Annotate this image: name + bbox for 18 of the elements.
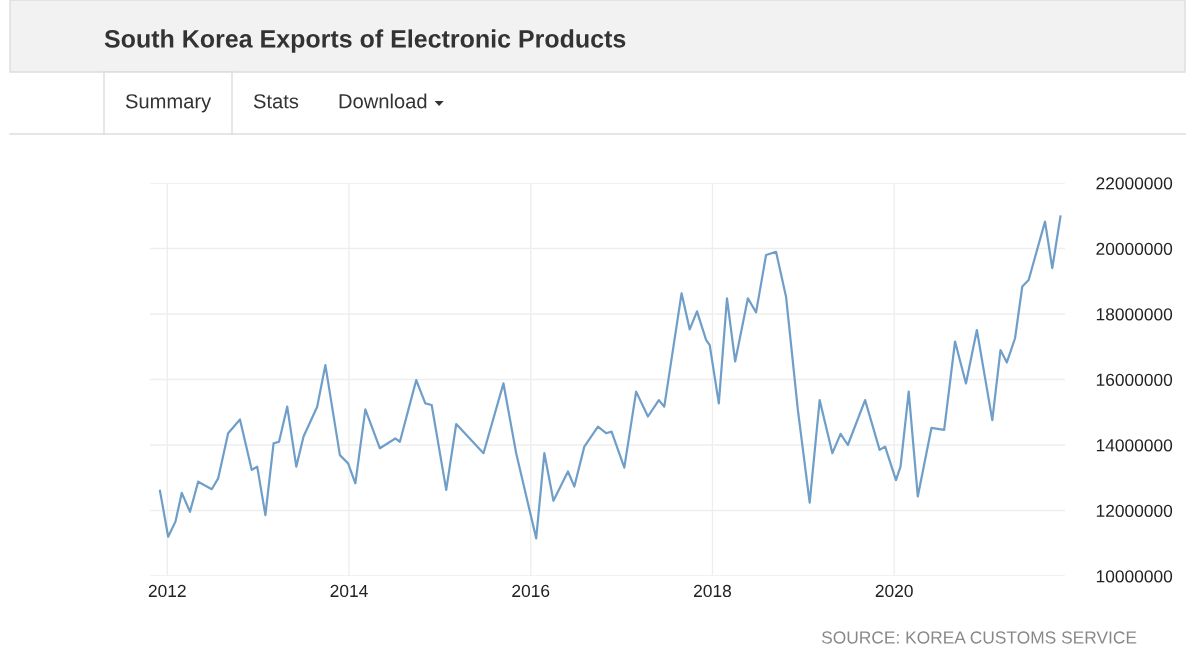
y-tick-label: 12000000 bbox=[1096, 504, 1173, 517]
y-tick-label: 10000000 bbox=[1096, 570, 1173, 583]
x-tick-label: 2012 bbox=[148, 584, 186, 598]
x-tick-label: 2020 bbox=[875, 584, 913, 598]
x-tick-label: 2014 bbox=[330, 584, 368, 598]
x-tick-label: 2018 bbox=[694, 584, 732, 598]
y-tick-label: 16000000 bbox=[1096, 373, 1173, 386]
line-series bbox=[158, 215, 1062, 540]
chart-title: South Korea Exports of Electronic Products bbox=[104, 29, 626, 53]
text: Download bbox=[339, 93, 427, 109]
y-tick-label: 22000000 bbox=[1096, 177, 1173, 190]
y-tick-label: 14000000 bbox=[1096, 439, 1173, 452]
source-note: SOURCE: KOREA CUSTOMS SERVICE bbox=[821, 631, 1137, 644]
text: Stats bbox=[253, 94, 299, 109]
y-tick-label: 20000000 bbox=[1096, 242, 1173, 255]
text: Summary bbox=[125, 94, 212, 113]
x-tick-label: 2016 bbox=[512, 584, 550, 598]
y-tick-label: 18000000 bbox=[1096, 308, 1173, 321]
